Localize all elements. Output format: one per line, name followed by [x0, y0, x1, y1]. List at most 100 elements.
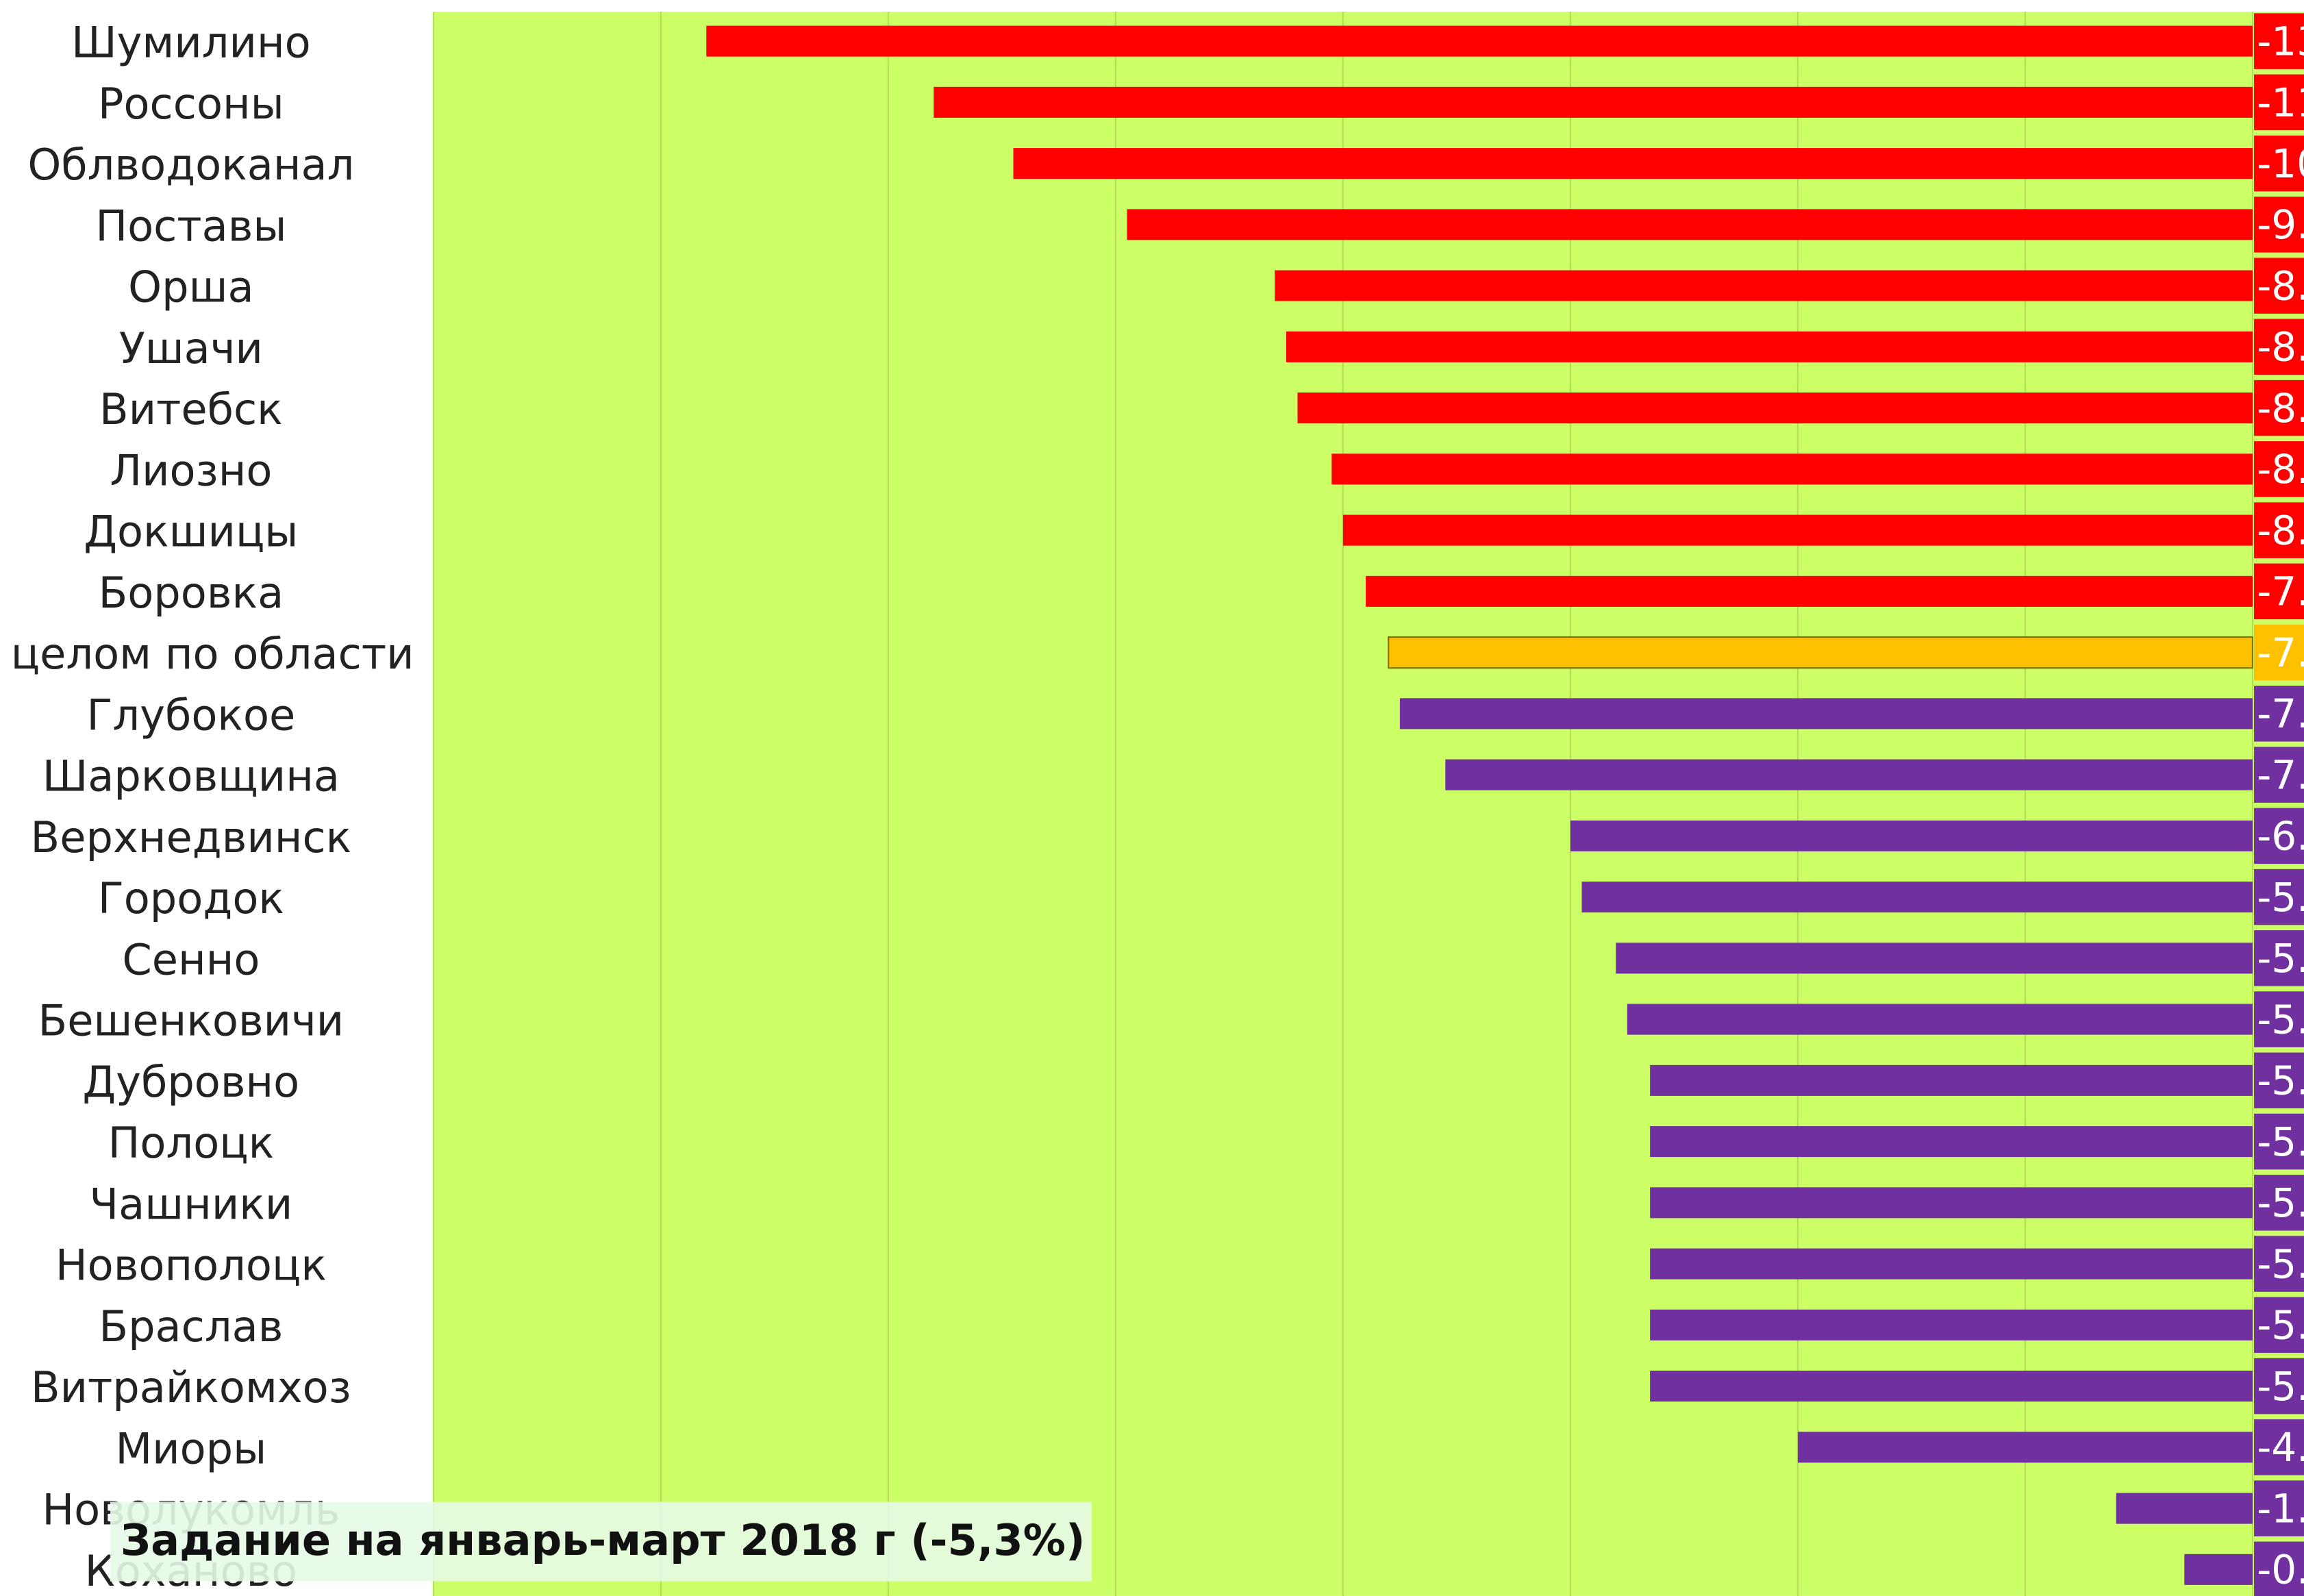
bar	[1581, 882, 2253, 913]
value-label-box	[2254, 1175, 2304, 1231]
category-label: Новополоцк	[55, 1240, 327, 1290]
bar	[1650, 1371, 2253, 1402]
value-label-box	[2254, 1236, 2304, 1292]
value-label-box	[2254, 624, 2304, 681]
value-label-box	[2254, 747, 2304, 803]
bar	[1627, 1003, 2253, 1035]
value-label: -9.9	[2257, 201, 2304, 248]
value-label-box	[2254, 1419, 2304, 1475]
value-label: -8.6	[2257, 263, 2304, 310]
annotation: Задание на январь-март 2018 г (-5,3%)	[121, 1515, 1086, 1565]
value-label: -5.3	[2257, 1240, 2304, 1287]
value-label-box	[2254, 135, 2304, 192]
value-label: -5.9	[2257, 874, 2304, 921]
bar	[1570, 820, 2253, 851]
value-label-box	[2254, 379, 2304, 436]
bar	[1797, 1432, 2253, 1463]
value-label: -7.6	[2257, 629, 2304, 676]
value-label: -10.9	[2257, 140, 2304, 187]
bar	[1013, 148, 2253, 179]
bar	[1616, 943, 2253, 974]
plot-area	[433, 12, 2304, 1596]
category-label: Браслав	[99, 1301, 283, 1351]
value-label-box	[2254, 686, 2304, 742]
annotation-box	[110, 1501, 1092, 1582]
bar	[706, 25, 2253, 57]
bar	[1650, 1309, 2253, 1341]
value-label: -5.3	[2257, 1058, 2304, 1104]
category-label: Миоры	[116, 1423, 267, 1473]
value-label-box	[2254, 258, 2304, 314]
category-label: Чашники	[90, 1179, 293, 1229]
bar	[1650, 1187, 2253, 1219]
category-label: Верхнедвинск	[31, 812, 352, 862]
bar	[1445, 759, 2253, 790]
bar	[1297, 392, 2253, 424]
category-label: Облводоканал	[27, 140, 354, 190]
value-label: -8.1	[2257, 446, 2304, 492]
bar	[1275, 270, 2253, 301]
value-label: -4.0	[2257, 1424, 2304, 1471]
value-label: -1.2	[2257, 1485, 2304, 1532]
value-label-box	[2254, 1480, 2304, 1536]
bar	[934, 86, 2253, 118]
category-label: Шарковщина	[42, 751, 340, 801]
category-label: Полоцк	[108, 1118, 275, 1168]
category-label: Орша	[128, 262, 253, 312]
value-label-box	[2254, 1541, 2304, 1596]
value-label-box	[2254, 13, 2304, 69]
value-label-box	[2254, 808, 2304, 864]
category-label: Глубокое	[86, 690, 295, 740]
category-label: Шумилино	[71, 18, 311, 68]
bar	[2184, 1554, 2253, 1585]
value-label: -8.4	[2257, 385, 2304, 432]
value-label-box	[2254, 502, 2304, 558]
category-label: Россоны	[98, 79, 284, 129]
category-label: В целом по области	[0, 629, 414, 679]
bar	[1399, 698, 2253, 730]
value-label: -5.3	[2257, 1302, 2304, 1349]
bar	[1388, 636, 2253, 669]
value-label-box	[2254, 441, 2304, 497]
value-label: -7.1	[2257, 752, 2304, 799]
value-label: -6.0	[2257, 813, 2304, 860]
value-label-box	[2254, 319, 2304, 375]
bar	[1650, 1064, 2253, 1096]
value-label: -0.6	[2257, 1547, 2304, 1593]
value-label-box	[2254, 930, 2304, 986]
category-label: Докшицы	[84, 507, 298, 557]
value-label: -8.5	[2257, 324, 2304, 371]
value-label: -5.3	[2257, 1119, 2304, 1165]
bar	[1366, 575, 2253, 607]
bar	[1650, 1126, 2253, 1158]
category-label: Витебск	[99, 384, 283, 434]
category-label: Бешенковичи	[38, 996, 345, 1046]
value-label-box	[2254, 563, 2304, 620]
value-label: -5.6	[2257, 935, 2304, 982]
value-label-box	[2254, 869, 2304, 925]
value-label-box	[2254, 74, 2304, 131]
category-label: Лиозно	[110, 445, 272, 495]
value-label: -11.6	[2257, 79, 2304, 126]
value-label: -5.3	[2257, 1363, 2304, 1410]
value-label: -5.3	[2257, 1180, 2304, 1226]
value-label-box	[2254, 1297, 2304, 1354]
category-label: Витрайкомхоз	[31, 1362, 351, 1412]
value-label: -7.8	[2257, 569, 2304, 615]
bar	[2116, 1493, 2253, 1524]
value-label-box	[2254, 1358, 2304, 1414]
bar	[1342, 514, 2253, 546]
category-label: Боровка	[99, 568, 284, 618]
value-label: -8.0	[2257, 508, 2304, 554]
bar	[1331, 453, 2253, 485]
value-label-box	[2254, 1052, 2304, 1109]
category-label: Ушачи	[119, 323, 263, 373]
bar	[1286, 331, 2253, 362]
value-label-box	[2254, 1113, 2304, 1170]
bar	[1127, 209, 2253, 240]
value-label-box	[2254, 197, 2304, 253]
value-label: -5.5	[2257, 996, 2304, 1043]
value-label: -13.6	[2257, 18, 2304, 65]
